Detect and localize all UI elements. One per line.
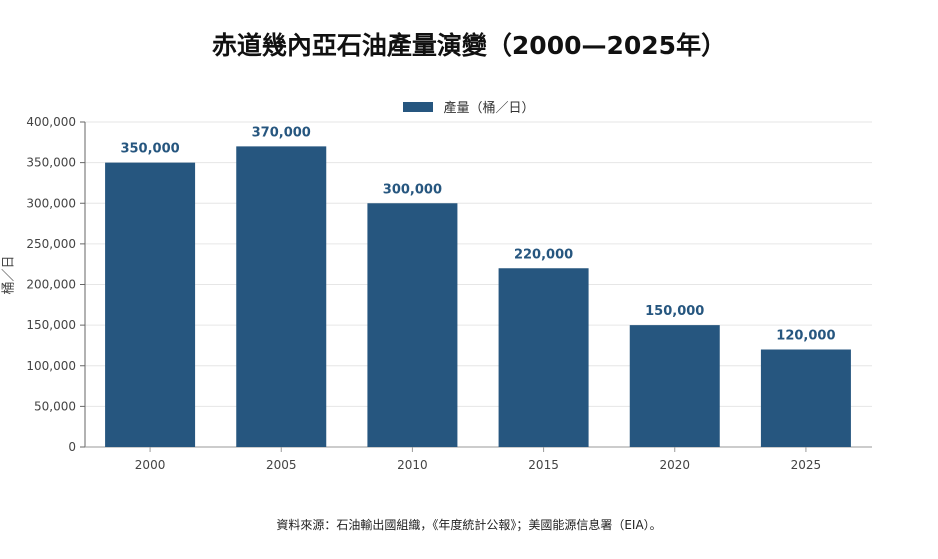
data-label: 370,000 [252, 125, 311, 140]
data-label: 300,000 [383, 182, 442, 197]
data-label: 150,000 [645, 304, 704, 319]
data-label: 220,000 [514, 247, 573, 262]
bar [236, 146, 327, 447]
y-tick-label: 350,000 [26, 156, 76, 170]
y-tick-label: 100,000 [26, 359, 76, 373]
y-tick-label: 50,000 [34, 399, 76, 413]
bar [629, 325, 720, 447]
data-label: 120,000 [776, 329, 835, 344]
y-tick-label: 0 [68, 440, 76, 454]
bar [367, 203, 458, 447]
x-tick-label: 2020 [659, 458, 690, 472]
legend: 產量（桶／日） [0, 97, 938, 116]
legend-swatch [403, 101, 434, 112]
bar [760, 349, 851, 447]
legend-label: 產量（桶／日） [443, 101, 535, 116]
x-tick-label: 2015 [528, 458, 559, 472]
y-tick-label: 300,000 [26, 196, 76, 210]
y-tick-label: 150,000 [26, 318, 76, 332]
x-tick-label: 2005 [266, 458, 297, 472]
x-tick-label: 2025 [791, 458, 822, 472]
y-tick-label: 400,000 [26, 115, 76, 129]
bar [105, 162, 196, 447]
y-tick-label: 250,000 [26, 237, 76, 251]
x-tick-label: 2010 [397, 458, 428, 472]
chart-title: 赤道幾內亞石油產量演變（2000—2025年） [211, 31, 727, 60]
bar [498, 268, 589, 447]
y-tick-label: 200,000 [26, 278, 76, 292]
x-tick-label: 2000 [135, 458, 166, 472]
source-note: 資料來源：石油輸出國組織，《年度統計公報》；美國能源信息署（EIA）。 [276, 518, 662, 532]
data-label: 350,000 [120, 142, 179, 157]
